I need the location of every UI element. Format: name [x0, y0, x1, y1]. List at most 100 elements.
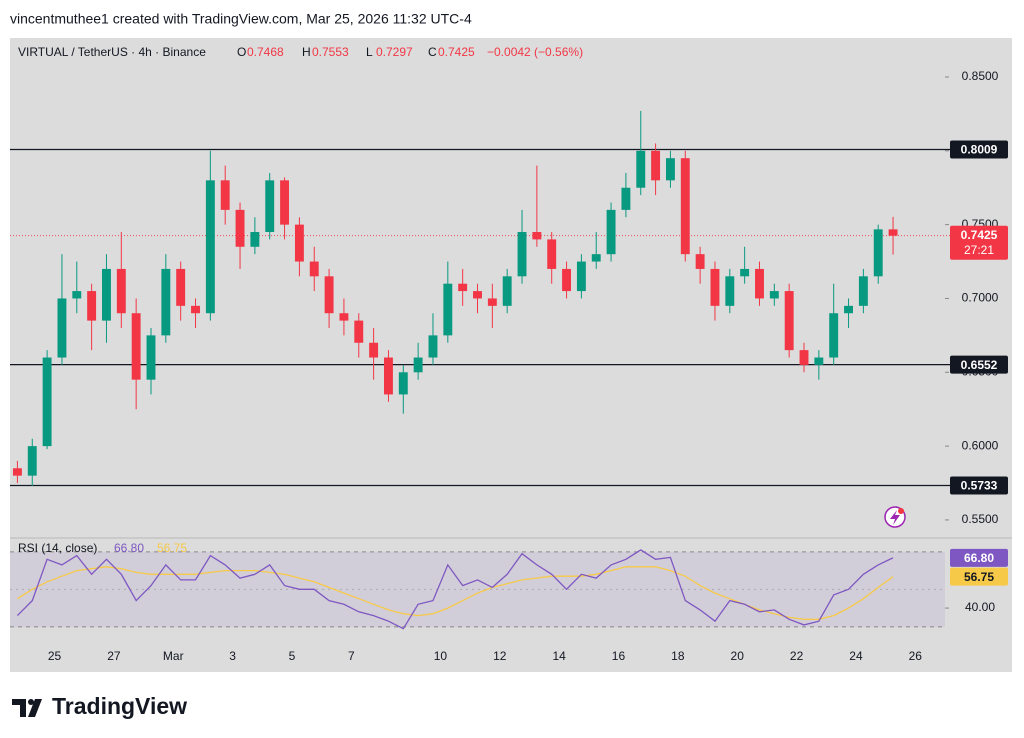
change-value: −0.0042 (−0.56%) [487, 45, 583, 59]
candle-body [146, 335, 156, 380]
candle-body [235, 209, 245, 247]
credit: vincentmuthee1 created with TradingView.… [10, 11, 472, 27]
candle-body [176, 268, 186, 306]
rsi-y-tick-label: 40.00 [965, 600, 995, 614]
ohlc-label: L [366, 45, 373, 59]
last-price-box [950, 225, 1008, 260]
candle-body [665, 158, 675, 181]
rsi-legend-value: 66.80 [114, 541, 144, 555]
candle-body [87, 291, 97, 321]
x-tick-label: 16 [612, 649, 626, 663]
candle-body [354, 320, 364, 343]
level-label-box [950, 476, 1008, 495]
level-label-box [950, 140, 1008, 159]
candle-body [740, 268, 750, 277]
x-tick-label: 12 [493, 649, 507, 663]
x-tick-label: 3 [229, 649, 236, 663]
rsi-title: RSI (14, close) [18, 541, 97, 555]
candle-body [294, 224, 304, 262]
level-label: 0.6552 [961, 358, 998, 372]
candle-body [621, 187, 631, 210]
candle-body [799, 350, 809, 365]
candle-body [517, 232, 527, 277]
candle-body [487, 298, 497, 306]
candle-body [369, 342, 379, 358]
x-tick-label: 10 [434, 649, 448, 663]
candle-body [502, 276, 512, 306]
x-tick-label: 7 [348, 649, 355, 663]
candle-body [205, 180, 215, 314]
candle-body [606, 209, 616, 255]
x-tick-label: 26 [909, 649, 923, 663]
candle-body [324, 276, 334, 314]
x-tick-label: 20 [731, 649, 745, 663]
candle-body [473, 291, 482, 299]
candle-body [591, 254, 601, 262]
candle-body [576, 261, 586, 292]
candle-body [755, 268, 764, 299]
candle-body [280, 180, 290, 225]
rsi-band [10, 551, 945, 627]
candle-body [191, 305, 200, 314]
candle-body [532, 232, 542, 240]
candle-body [710, 268, 720, 306]
candle-body [131, 313, 141, 380]
candle-body [309, 261, 319, 277]
countdown-label: 27:21 [964, 243, 994, 257]
x-tick-label: 24 [849, 649, 863, 663]
x-tick-label: 22 [790, 649, 804, 663]
candle-body [458, 283, 468, 292]
rsi-ma-label: 56.75 [964, 570, 994, 584]
candle-body [72, 291, 82, 299]
candle-body [339, 313, 349, 321]
candle-body [547, 239, 557, 269]
ohlc-value: 0.7468 [247, 45, 284, 59]
candle-body [829, 313, 839, 358]
candle-body [844, 305, 853, 314]
ohlc-label: O [237, 45, 246, 59]
ohlc-label: C [428, 45, 437, 59]
ohlc-value: 0.7425 [438, 45, 475, 59]
candle-body [102, 268, 111, 321]
candle-body [428, 335, 438, 358]
candle-body [57, 298, 67, 358]
x-tick-label: Mar [163, 649, 184, 663]
candle-body [888, 229, 898, 236]
level-label: 0.8009 [961, 143, 998, 157]
candle-body [784, 291, 794, 351]
y-tick-label: 0.6000 [962, 438, 999, 452]
candle-body [384, 357, 393, 395]
x-tick-label: 14 [552, 649, 566, 663]
last-price-label: 0.7425 [961, 228, 998, 242]
candle-body [413, 357, 423, 373]
candle-body [814, 357, 824, 365]
chart-area [10, 38, 1012, 672]
candle-body [562, 268, 571, 292]
brand-logo [12, 699, 42, 717]
candle-body [651, 150, 661, 181]
candle-body [250, 232, 260, 247]
rsi-line [16, 549, 894, 630]
symbol-title: VIRTUAL / TetherUS · 4h · Binance [18, 45, 206, 59]
x-tick-label: 18 [671, 649, 685, 663]
lightning-icon [884, 506, 906, 528]
y-tick-label: 0.7000 [962, 291, 999, 305]
candle-body [220, 180, 230, 210]
candle-body [873, 229, 883, 277]
y-tick-label: 0.8500 [962, 69, 999, 83]
ohlc-value: 0.7297 [376, 45, 413, 59]
candle-body [116, 268, 126, 314]
ohlc-value: 0.7553 [312, 45, 349, 59]
candle-body [42, 357, 52, 447]
candle-body [12, 468, 22, 476]
rsi-value-label: 66.80 [964, 551, 994, 565]
level-label: 0.5733 [961, 479, 998, 493]
brand-name: TradingView [52, 693, 187, 719]
candle-body [265, 180, 275, 233]
ohlc-label: H [302, 45, 311, 59]
candle-body [636, 150, 646, 188]
rsi-ma-legend-value: 56.75 [157, 541, 187, 555]
candle-body [398, 372, 408, 395]
